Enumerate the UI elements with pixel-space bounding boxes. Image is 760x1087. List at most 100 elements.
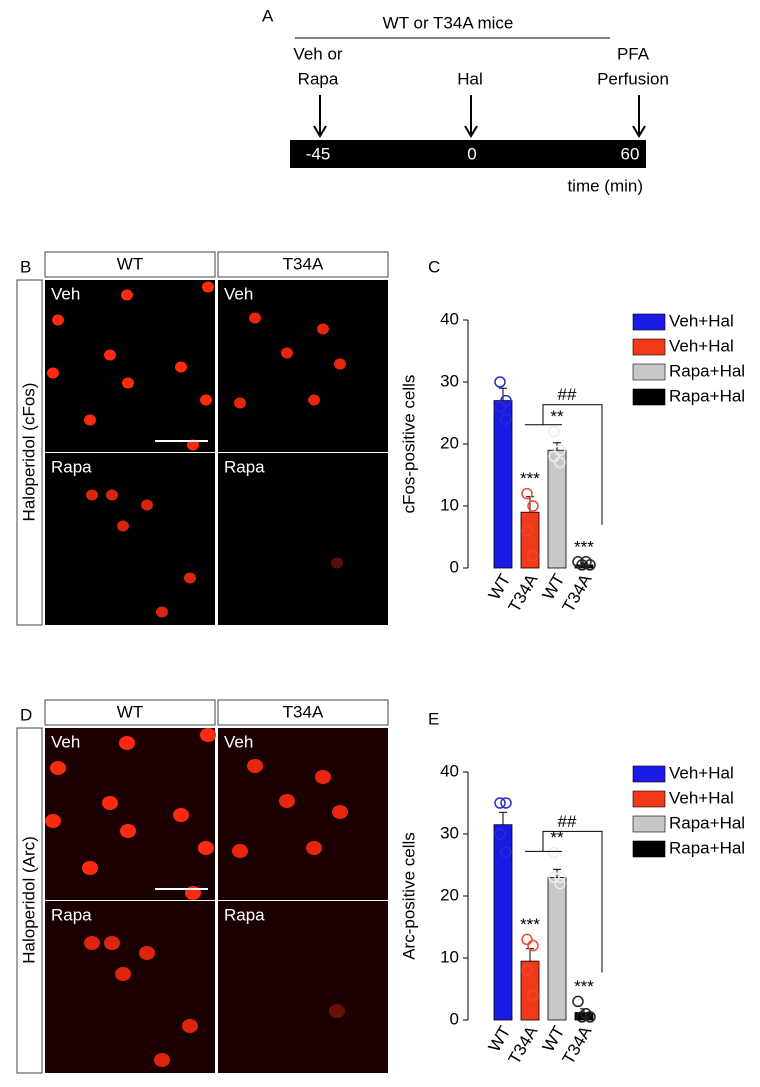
cell bbox=[281, 347, 293, 359]
cell bbox=[315, 770, 331, 784]
cell bbox=[184, 572, 196, 584]
cell bbox=[82, 861, 98, 875]
row-label: Veh bbox=[224, 732, 253, 751]
data-point bbox=[494, 828, 506, 840]
cell bbox=[52, 314, 64, 326]
comparison-bracket bbox=[542, 830, 603, 973]
column-header: WT bbox=[117, 702, 143, 721]
cell bbox=[331, 557, 343, 569]
timeline-tick: 0 bbox=[467, 144, 476, 163]
cell bbox=[182, 1019, 198, 1033]
data-point bbox=[584, 1011, 596, 1023]
cell bbox=[84, 936, 100, 950]
significance: *** bbox=[574, 537, 594, 556]
data-point bbox=[521, 525, 533, 537]
cell bbox=[279, 794, 295, 808]
cell bbox=[106, 489, 118, 501]
data-point bbox=[576, 1011, 588, 1023]
data-point bbox=[521, 933, 533, 946]
data-point bbox=[494, 797, 506, 809]
y-axis-label: cFos-positive cells bbox=[399, 375, 418, 514]
data-point bbox=[494, 376, 506, 388]
cell bbox=[47, 367, 59, 379]
data-point bbox=[554, 456, 566, 469]
y-tick-label: 40 bbox=[440, 309, 459, 328]
bar bbox=[493, 824, 513, 1021]
cell bbox=[234, 397, 246, 409]
legend-label: Veh+Hal bbox=[669, 336, 734, 355]
micrograph bbox=[45, 728, 215, 900]
cell bbox=[232, 844, 248, 858]
micrograph bbox=[45, 280, 215, 452]
comparison-label: ## bbox=[558, 385, 577, 404]
data-point bbox=[521, 487, 533, 500]
legend-label: Rapa+Hal bbox=[669, 361, 745, 380]
y-tick-label: 40 bbox=[440, 761, 459, 780]
column-header-box bbox=[44, 699, 216, 726]
row-label: Veh bbox=[224, 284, 253, 303]
legend-swatch bbox=[632, 815, 666, 833]
x-tick-label: T34A bbox=[559, 570, 596, 615]
column-header: WT bbox=[117, 254, 143, 273]
cell bbox=[173, 808, 189, 822]
y-tick-label: 0 bbox=[450, 1009, 459, 1028]
micrograph bbox=[218, 901, 388, 1073]
micrograph bbox=[218, 453, 388, 625]
cell bbox=[45, 814, 61, 828]
cell bbox=[329, 1004, 345, 1018]
bar bbox=[547, 449, 567, 569]
y-tick-label: 20 bbox=[440, 433, 459, 452]
data-point bbox=[576, 559, 588, 571]
cell bbox=[104, 936, 120, 950]
legend-label: Rapa+Hal bbox=[669, 386, 745, 405]
row-label: Rapa bbox=[224, 905, 265, 924]
cell bbox=[306, 841, 322, 855]
data-point bbox=[494, 401, 506, 413]
side-label: Haloperidol (Arc) bbox=[19, 836, 38, 964]
data-point bbox=[527, 500, 539, 512]
cell bbox=[198, 841, 214, 855]
row-label: Veh bbox=[51, 284, 80, 303]
data-point bbox=[500, 797, 512, 809]
legend-label: Veh+Hal bbox=[669, 763, 734, 782]
significance: *** bbox=[520, 915, 540, 934]
data-point bbox=[554, 871, 566, 884]
cell bbox=[154, 1053, 170, 1067]
group-label: WT or T34A mice bbox=[383, 13, 514, 32]
legend-label: Veh+Hal bbox=[669, 311, 734, 330]
event-label: PFA bbox=[617, 44, 650, 63]
cell bbox=[308, 394, 320, 406]
micrograph bbox=[45, 453, 215, 625]
cell bbox=[249, 312, 261, 324]
y-axis-label: Arc-positive cells bbox=[399, 832, 418, 960]
cell bbox=[247, 759, 263, 773]
y-tick-label: 10 bbox=[440, 947, 459, 966]
column-header-box bbox=[217, 699, 389, 726]
x-tick-label: T34A bbox=[505, 570, 542, 615]
data-point bbox=[527, 989, 539, 1001]
data-point bbox=[527, 549, 539, 562]
cell bbox=[141, 499, 153, 511]
cell bbox=[120, 824, 136, 838]
y-tick-label: 30 bbox=[440, 371, 459, 390]
event-label: Perfusion bbox=[597, 69, 669, 88]
legend-label: Rapa+Hal bbox=[669, 838, 745, 857]
data-point bbox=[548, 425, 560, 438]
arrows bbox=[313, 95, 646, 138]
significance: ** bbox=[550, 828, 564, 847]
bar bbox=[547, 877, 567, 1021]
cell bbox=[202, 281, 214, 293]
cell bbox=[115, 967, 131, 981]
data-point bbox=[527, 939, 539, 952]
data-point bbox=[554, 444, 566, 456]
data-point bbox=[521, 964, 533, 977]
cell bbox=[317, 323, 329, 335]
cell bbox=[121, 289, 133, 301]
cell bbox=[50, 761, 66, 775]
side-label: Haloperidol (cFos) bbox=[19, 383, 38, 522]
data-point bbox=[548, 871, 560, 884]
panel-letter: E bbox=[428, 709, 439, 728]
micrograph bbox=[218, 280, 388, 452]
legend-label: Veh+Hal bbox=[669, 788, 734, 807]
y-tick-label: 10 bbox=[440, 495, 459, 514]
